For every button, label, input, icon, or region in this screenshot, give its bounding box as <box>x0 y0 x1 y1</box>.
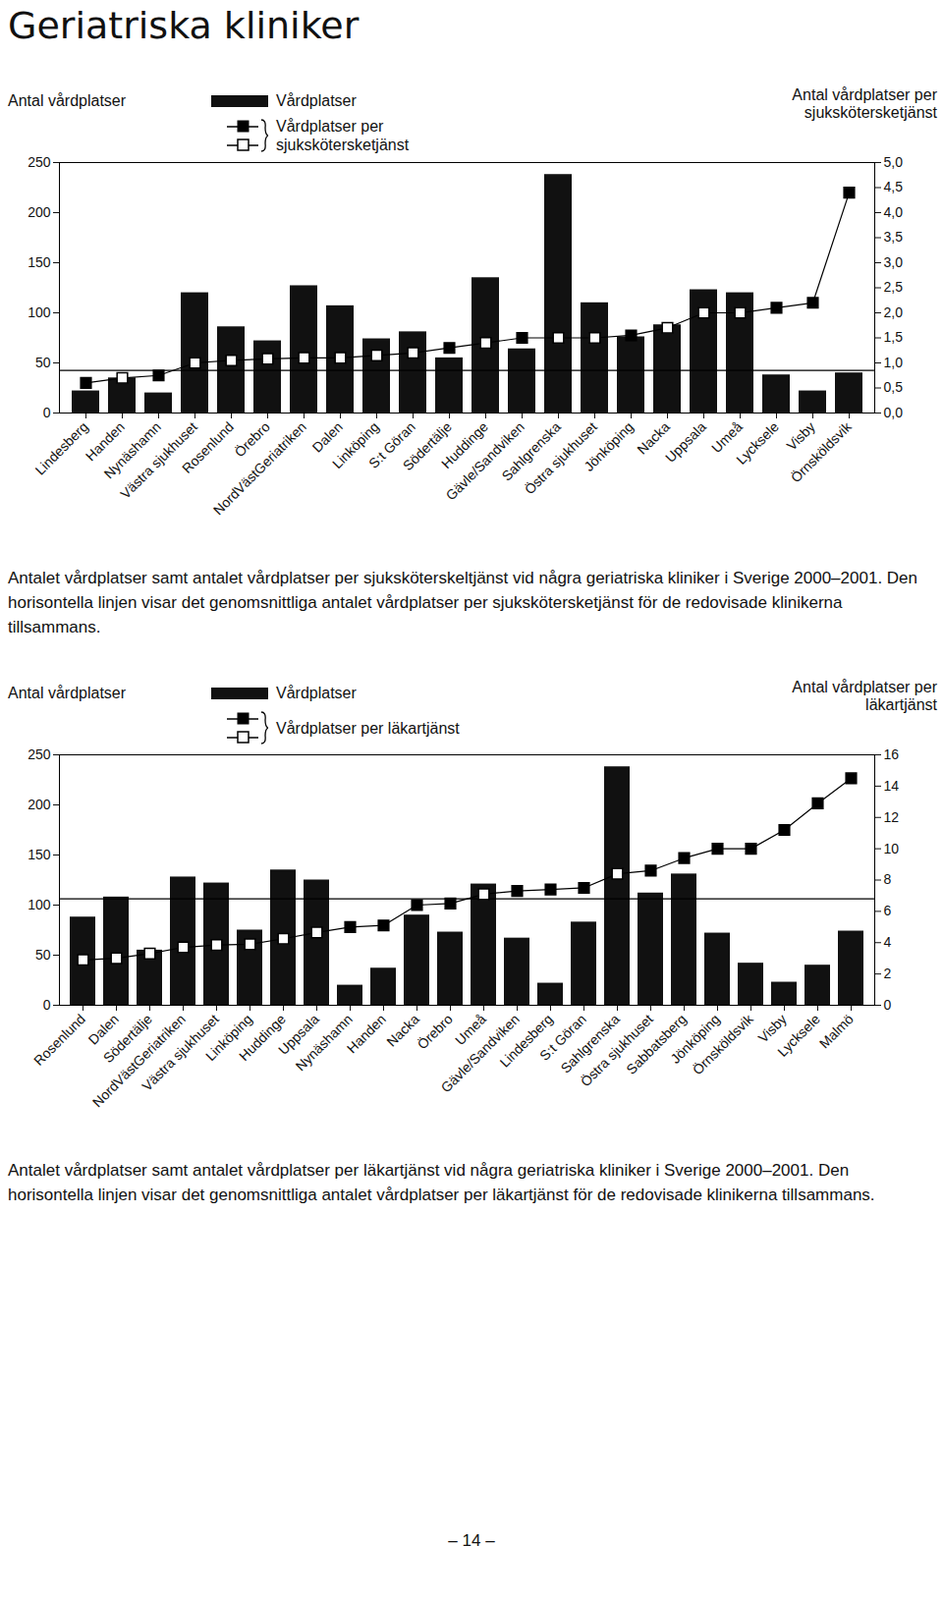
svg-text:4,5: 4,5 <box>884 178 904 195</box>
svg-text:Lindesberg: Lindesberg <box>496 1011 556 1071</box>
svg-text:Sahlgrenska: Sahlgrenska <box>498 418 564 484</box>
svg-text:14: 14 <box>884 777 900 794</box>
svg-text:3,5: 3,5 <box>884 228 904 245</box>
svg-text:5,0: 5,0 <box>884 154 904 170</box>
svg-text:Örebro: Örebro <box>413 1009 456 1053</box>
svg-text:8: 8 <box>884 871 892 888</box>
svg-text:Malmö: Malmö <box>816 1010 857 1052</box>
svg-text:NordVästGeriatriken: NordVästGeriatriken <box>210 418 310 518</box>
svg-text:Visby: Visby <box>783 418 819 454</box>
html-text:Antal vårdplatser per läkartjä: Antal vårdplatser per läkartjänst <box>792 678 938 714</box>
svg-text:0: 0 <box>43 404 52 421</box>
svg-text:50: 50 <box>35 354 52 371</box>
svg-text:Dalen: Dalen <box>309 418 346 456</box>
svg-text:10: 10 <box>884 840 900 857</box>
svg-text:Linköping: Linköping <box>202 1011 256 1064</box>
svg-text:Lindesberg: Lindesberg <box>31 418 91 478</box>
svg-text:100: 100 <box>27 896 52 913</box>
svg-text:100: 100 <box>27 304 52 321</box>
svg-text:Sabbatsberg: Sabbatsberg <box>623 1011 690 1078</box>
svg-text:Östra sjukhuset: Östra sjukhuset <box>577 1011 656 1090</box>
svg-text:Örebro: Örebro <box>231 418 273 461</box>
svg-text:50: 50 <box>35 946 52 963</box>
svg-text:Gävle/Sandviken: Gävle/Sandviken <box>437 1011 523 1096</box>
svg-text:Örnsköldsvik: Örnsköldsvik <box>688 1009 757 1078</box>
html-text:Vårdplatser per sjukskötersket: Vårdplatser per sjukskötersketjänst <box>276 117 409 154</box>
svg-text:Sahlgrenska: Sahlgrenska <box>557 1011 623 1077</box>
svg-text:1,0: 1,0 <box>884 354 904 371</box>
svg-text:0,5: 0,5 <box>884 379 904 395</box>
svg-text:6: 6 <box>884 902 892 919</box>
html-text:Vårdplatser: Vårdplatser <box>276 92 357 110</box>
svg-text:Umeå: Umeå <box>708 418 746 456</box>
html-text:Geriatriska kliniker: Geriatriska kliniker <box>7 3 359 48</box>
html-text:Antal vårdplatser per sjuksköt: Antal vårdplatser per sjukskötersketjäns… <box>792 86 938 121</box>
svg-text:Rosenlund: Rosenlund <box>178 418 237 477</box>
svg-text:S:t Göran: S:t Göran <box>365 418 419 472</box>
svg-text:Södertälje: Södertälje <box>399 418 455 474</box>
svg-text:0,0: 0,0 <box>884 404 904 421</box>
svg-text:4,0: 4,0 <box>884 204 904 221</box>
html-text:Antalet vårdplatser samt antal: Antalet vårdplatser samt antalet vårdpla… <box>7 568 918 637</box>
svg-text:Lycksele: Lycksele <box>774 1010 824 1060</box>
svg-text:Umeå: Umeå <box>451 1011 489 1049</box>
svg-text:150: 150 <box>27 846 52 863</box>
svg-text:12: 12 <box>884 809 900 826</box>
svg-text:Södertälje: Södertälje <box>100 1011 156 1066</box>
svg-text:Örnsköldsvik: Örnsköldsvik <box>786 417 855 486</box>
html-text:Vårdplatser per läkartjänst: Vårdplatser per läkartjänst <box>276 719 460 737</box>
svg-text:2,0: 2,0 <box>884 304 904 321</box>
svg-text:NordVästGeriatriken: NordVästGeriatriken <box>89 1011 189 1111</box>
svg-text:Västra sjukhuset: Västra sjukhuset <box>138 1011 222 1095</box>
html-text:Antal vårdplatser: Antal vårdplatser <box>7 92 126 110</box>
svg-text:150: 150 <box>27 254 52 271</box>
svg-text:2: 2 <box>884 965 892 982</box>
svg-text:Jönköping: Jönköping <box>580 418 636 474</box>
svg-text:0: 0 <box>43 997 52 1013</box>
svg-text:S:t Göran: S:t Göran <box>536 1011 590 1064</box>
svg-text:Rosenlund: Rosenlund <box>30 1010 89 1069</box>
svg-text:200: 200 <box>27 796 52 813</box>
svg-text:Lycksele: Lycksele <box>732 418 782 468</box>
svg-text:Handen: Handen <box>82 418 128 464</box>
svg-text:Huddinge: Huddinge <box>235 1010 289 1064</box>
svg-text:Västra sjukhuset: Västra sjukhuset <box>117 418 201 502</box>
html-text:Vårdplatser: Vårdplatser <box>276 684 357 702</box>
svg-text:200: 200 <box>27 204 52 221</box>
svg-text:Östra sjukhuset: Östra sjukhuset <box>521 418 600 498</box>
svg-text:Jönköping: Jönköping <box>667 1011 723 1067</box>
svg-text:0: 0 <box>884 997 892 1013</box>
svg-text:2,5: 2,5 <box>884 278 904 295</box>
html-text:– 14 –: – 14 – <box>448 1531 495 1551</box>
svg-text:Nynäshamn: Nynäshamn <box>100 418 164 482</box>
svg-text:3,0: 3,0 <box>884 254 904 271</box>
svg-text:Handen: Handen <box>343 1010 389 1056</box>
svg-text:4: 4 <box>884 934 892 950</box>
svg-text:Nacka: Nacka <box>633 418 673 458</box>
svg-text:Dalen: Dalen <box>85 1011 122 1048</box>
svg-text:Huddinge: Huddinge <box>438 418 491 472</box>
html-text:Antalet vårdplatser samt antal: Antalet vårdplatser samt antalet vårdpla… <box>7 1161 875 1205</box>
svg-text:16: 16 <box>884 746 900 763</box>
svg-text:Nynäshamn: Nynäshamn <box>292 1011 356 1075</box>
svg-text:1,5: 1,5 <box>884 329 904 345</box>
svg-text:Gävle/Sandviken: Gävle/Sandviken <box>442 418 528 504</box>
svg-text:Nacka: Nacka <box>383 1011 423 1050</box>
svg-text:Visby: Visby <box>754 1011 790 1046</box>
svg-text:250: 250 <box>27 154 52 170</box>
html-text:Antal vårdplatser: Antal vårdplatser <box>7 684 126 702</box>
svg-text:Uppsala: Uppsala <box>275 1011 322 1058</box>
svg-text:Linköping: Linköping <box>329 418 382 472</box>
svg-text:Uppsala: Uppsala <box>662 418 710 466</box>
svg-text:250: 250 <box>27 746 52 763</box>
